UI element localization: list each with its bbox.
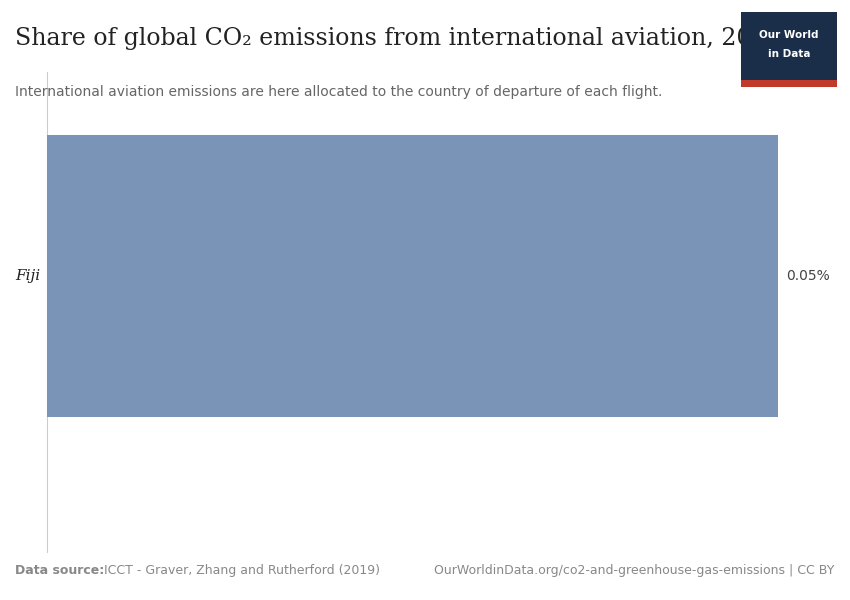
Text: International aviation emissions are here allocated to the country of departure : International aviation emissions are her… bbox=[15, 85, 663, 99]
Text: in Data: in Data bbox=[768, 49, 810, 59]
FancyBboxPatch shape bbox=[741, 79, 837, 87]
Text: Share of global CO₂ emissions from international aviation, 2018: Share of global CO₂ emissions from inter… bbox=[15, 27, 782, 50]
Text: Our World: Our World bbox=[760, 30, 819, 40]
FancyBboxPatch shape bbox=[741, 12, 837, 87]
Text: OurWorldinData.org/co2-and-greenhouse-gas-emissions | CC BY: OurWorldinData.org/co2-and-greenhouse-ga… bbox=[434, 564, 835, 577]
Text: Fiji: Fiji bbox=[14, 269, 40, 283]
Text: ICCT - Graver, Zhang and Rutherford (2019): ICCT - Graver, Zhang and Rutherford (201… bbox=[100, 564, 380, 577]
Bar bbox=[47, 135, 778, 417]
Text: Data source:: Data source: bbox=[15, 564, 105, 577]
Text: 0.05%: 0.05% bbox=[786, 269, 830, 283]
